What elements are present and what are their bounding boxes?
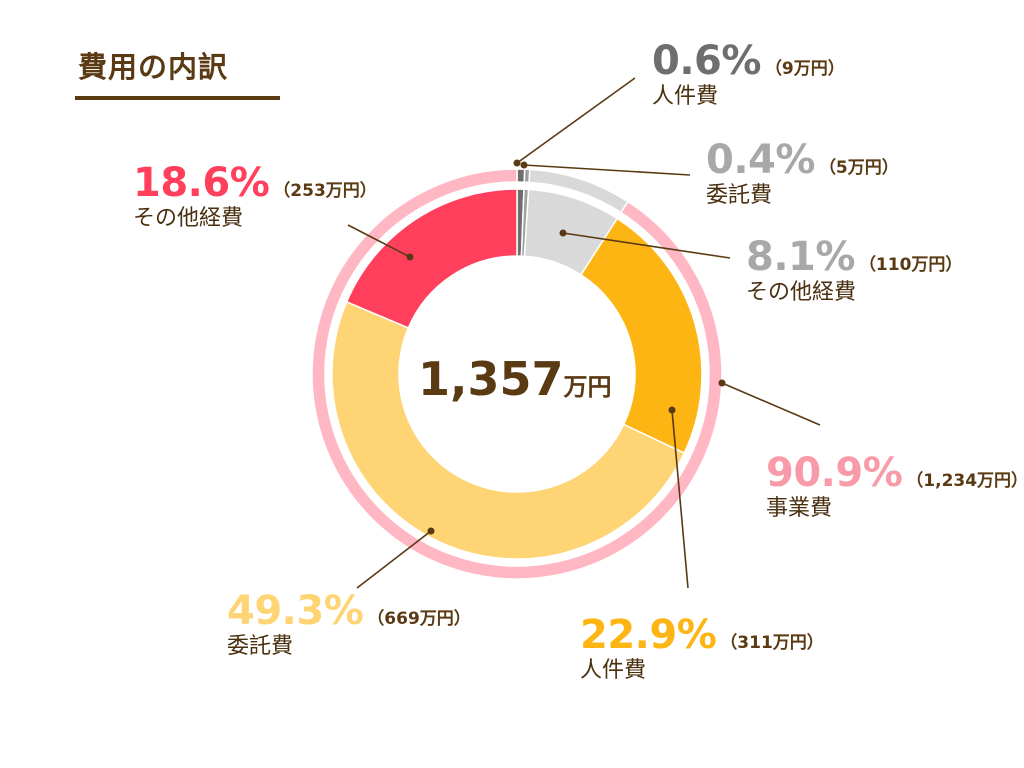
total-unit: 万円	[563, 373, 612, 401]
leader-outer-itakuhi	[523, 164, 691, 176]
label-percent: 8.1%	[746, 234, 855, 280]
leader-jigyouhi-dot	[718, 379, 726, 387]
label-amount: （110万円）	[858, 255, 963, 275]
label-name: その他経費	[746, 280, 857, 305]
label-percent: 0.6%	[652, 38, 761, 84]
label-itakuhi: 49.3% （669万円） 委託費	[227, 588, 471, 660]
leader-outer-sonota	[562, 232, 731, 259]
leader-outer-jinkenhi-dot	[513, 159, 521, 167]
leader-itakuhi-dot	[427, 527, 435, 535]
label-percent: 49.3%	[227, 588, 364, 634]
leader-outer-sonota-dot	[559, 229, 567, 237]
label-name: 委託費	[227, 634, 294, 659]
chart-title: 費用の内訳	[78, 50, 229, 84]
label-percent: 90.9%	[766, 450, 903, 496]
label-name: 委託費	[706, 183, 773, 208]
leader-outer-itakuhi-dot	[520, 161, 528, 169]
label-percent: 22.9%	[580, 612, 717, 658]
label-outer-sonota: 8.1% （110万円） その他経費	[746, 234, 962, 306]
label-jinkenhi: 22.9% （311万円） 人件費	[580, 612, 824, 684]
label-name: 人件費	[652, 84, 719, 109]
label-amount: （5万円）	[818, 158, 899, 178]
leader-jinkenhi	[671, 409, 689, 589]
center-total: 1,357万円	[418, 352, 612, 406]
label-amount: （669万円）	[367, 609, 471, 629]
label-name: 人件費	[580, 658, 647, 683]
label-amount: （253万円）	[273, 181, 377, 201]
inner-ring-segment-4	[331, 300, 686, 560]
label-sonota: 18.6% （253万円） その他経費	[133, 160, 377, 232]
leader-outer-jinkenhi	[516, 77, 636, 164]
label-percent: 0.4%	[706, 137, 815, 183]
label-outer-jinkenhi: 0.6% （9万円） 人件費	[652, 38, 845, 110]
leader-sonota	[347, 224, 411, 258]
inner-ring-segment-5	[345, 188, 518, 329]
label-amount: （1,234万円）	[906, 471, 1024, 491]
title-underline	[75, 96, 280, 100]
leader-sonota-dot	[406, 253, 414, 261]
label-percent: 18.6%	[133, 160, 270, 206]
outer-ring-segment-0	[311, 168, 723, 580]
label-name: 事業費	[766, 496, 833, 521]
leader-itakuhi	[356, 530, 432, 589]
label-amount: （311万円）	[720, 633, 824, 653]
label-amount: （9万円）	[764, 59, 845, 79]
total-value: 1,357	[418, 352, 564, 406]
label-outer-itakuhi: 0.4% （5万円） 委託費	[706, 137, 899, 209]
leader-jigyouhi	[721, 382, 821, 426]
label-jigyouhi: 90.9% （1,234万円） 事業費	[766, 450, 1024, 522]
inner-ring-segment-3	[579, 217, 703, 455]
donut-hole	[400, 257, 634, 491]
label-name: その他経費	[133, 206, 244, 231]
leader-jinkenhi-dot	[668, 406, 676, 414]
